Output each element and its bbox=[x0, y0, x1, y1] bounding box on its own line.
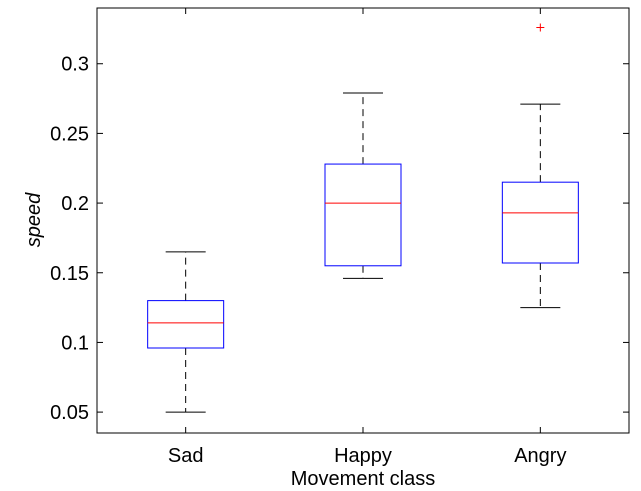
y-tick-label: 0.15 bbox=[50, 263, 89, 285]
y-tick-label: 0.2 bbox=[61, 193, 89, 215]
plot-area bbox=[96, 7, 630, 434]
y-tick-label: 0.3 bbox=[61, 54, 89, 76]
iqr-box bbox=[324, 163, 402, 267]
y-axis-label: speed bbox=[23, 192, 45, 247]
box-sad bbox=[147, 251, 225, 413]
box-happy bbox=[324, 92, 402, 279]
x-tick-label-sad: Sad bbox=[168, 445, 204, 467]
y-tick-label: 0.05 bbox=[50, 402, 89, 424]
outlier-marker bbox=[536, 23, 545, 32]
y-tick-label: 0.1 bbox=[61, 332, 89, 354]
y-tick-label: 0.25 bbox=[50, 123, 89, 145]
box-angry bbox=[501, 23, 579, 309]
iqr-box bbox=[501, 181, 579, 264]
x-axis-label: Movement class bbox=[291, 468, 436, 490]
x-tick-label-happy: Happy bbox=[334, 445, 392, 467]
x-tick-label-angry: Angry bbox=[514, 445, 566, 467]
iqr-box bbox=[147, 300, 225, 349]
